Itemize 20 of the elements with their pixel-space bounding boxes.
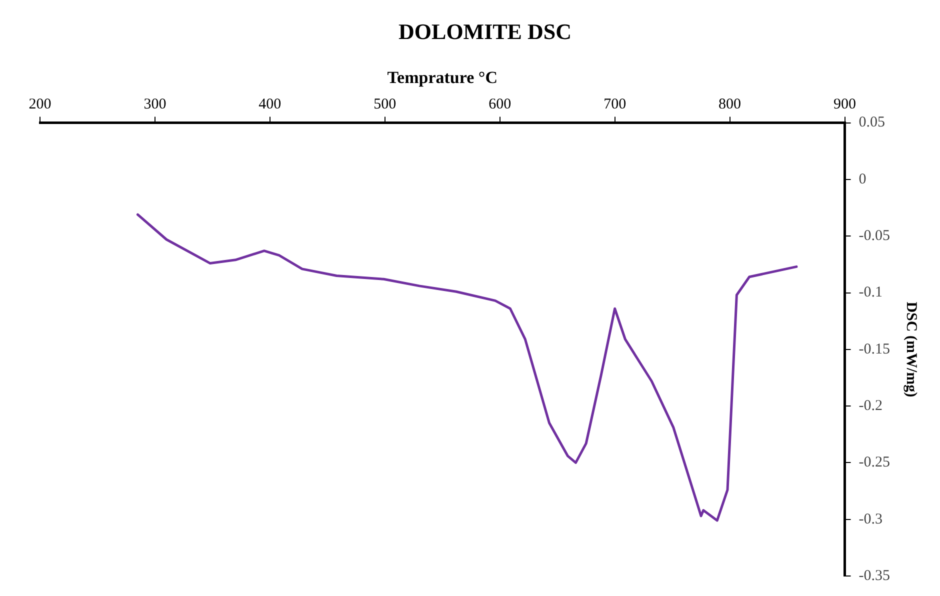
x-tick-label: 200: [28, 96, 52, 113]
x-tick-label: 300: [144, 96, 166, 113]
x-tick-label: 500: [374, 96, 396, 113]
chart-title: DOLOMITE DSC: [398, 18, 572, 44]
y-tick-label: -0.35: [858, 568, 890, 584]
y-tick-label: -0.2: [858, 398, 883, 414]
y-tick-label: -0.3: [858, 511, 883, 528]
x-axis-title: Temprature °C: [387, 68, 498, 87]
y-tick-label: -0.05: [858, 228, 890, 244]
y-axis-title: DSC (mW/mg): [903, 302, 920, 398]
y-tick-label: -0.15: [858, 341, 890, 358]
x-tick-label: 900: [834, 96, 856, 113]
x-tick-label: 600: [488, 96, 512, 113]
x-tick-label: 700: [604, 96, 626, 113]
x-tick-label: 800: [718, 96, 742, 113]
y-tick-label: 0: [858, 171, 866, 188]
y-tick-label: 0.05: [858, 114, 886, 131]
x-tick-label: 400: [258, 96, 282, 113]
y-tick-label: -0.25: [858, 454, 890, 471]
y-tick-label: -0.1: [858, 284, 883, 301]
